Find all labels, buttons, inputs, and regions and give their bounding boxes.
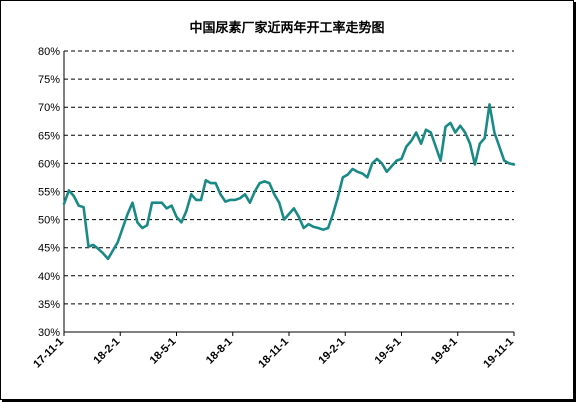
series-line — [62, 103, 516, 261]
y-tick-label: 30% — [38, 327, 60, 339]
y-tick-label: 50% — [38, 215, 60, 227]
x-tick-label: 18-2-1 — [91, 336, 122, 367]
x-tick-label: 18-5-1 — [148, 336, 179, 367]
y-tick-label: 70% — [38, 102, 60, 114]
x-tick-label: 18-8-1 — [204, 336, 235, 367]
x-tick-label: 18-11-1 — [256, 336, 291, 371]
x-tick-label: 19-8-1 — [429, 336, 460, 367]
x-tick-label: 17-11-1 — [31, 336, 66, 371]
y-tick-label: 40% — [38, 271, 60, 283]
y-tick-label: 35% — [38, 299, 60, 311]
x-tick-label: 19-11-1 — [481, 336, 516, 371]
chart-title: 中国尿素厂家近两年开工率走势图 — [189, 21, 385, 36]
y-tick-label: 55% — [38, 187, 60, 199]
y-tick-label: 65% — [38, 130, 60, 142]
y-tick-label: 60% — [38, 158, 60, 170]
x-tick-label: 19-2-1 — [316, 336, 347, 367]
y-tick-label: 80% — [38, 46, 60, 58]
y-tick-label: 75% — [38, 74, 60, 86]
x-tick-label: 19-5-1 — [373, 336, 404, 367]
y-tick-label: 45% — [38, 243, 60, 255]
